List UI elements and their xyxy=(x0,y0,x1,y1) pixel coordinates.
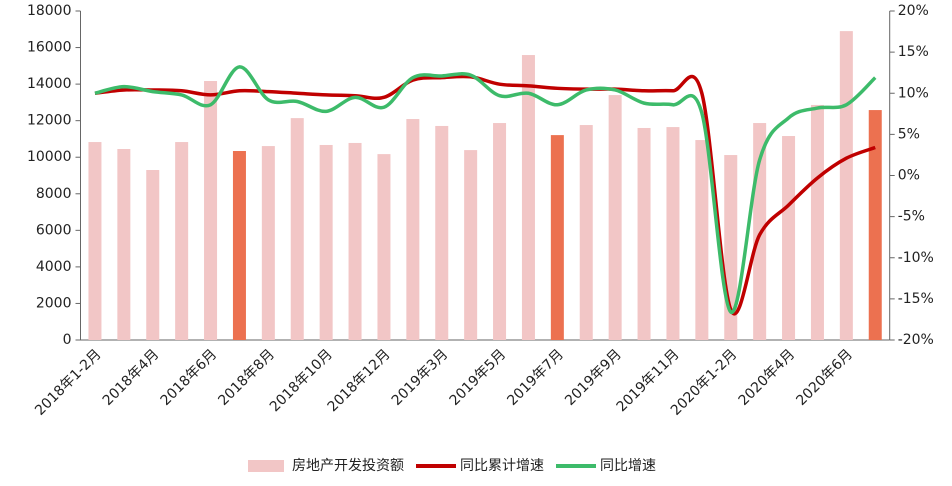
legend-swatch xyxy=(248,460,284,472)
bar xyxy=(464,150,478,340)
bar xyxy=(204,81,218,340)
y2-tick-label: -20% xyxy=(898,332,934,348)
x-tick-label: 2018年1-2月 xyxy=(32,346,104,418)
bar xyxy=(521,55,535,341)
bar xyxy=(435,125,449,340)
bar xyxy=(868,110,882,340)
x-tick-label: 2018年4月 xyxy=(100,346,163,409)
bar xyxy=(637,127,651,340)
bar xyxy=(261,146,275,340)
bar xyxy=(117,148,131,340)
bar xyxy=(175,142,189,340)
y-tick-label: 6000 xyxy=(36,222,72,238)
bar xyxy=(88,142,102,340)
legend-label: 同比累计增速 xyxy=(460,458,544,474)
legend-label: 房地产开发投资额 xyxy=(292,458,404,474)
y2-tick-label: 20% xyxy=(898,3,929,19)
bar xyxy=(319,144,333,340)
y-tick-label: 10000 xyxy=(27,149,72,165)
x-tick-label: 2020年6月 xyxy=(793,346,856,409)
y2-tick-label: -15% xyxy=(898,291,934,307)
bar xyxy=(232,151,246,340)
bar xyxy=(579,125,593,340)
y2-tick-label: 5% xyxy=(898,126,920,142)
bar xyxy=(348,142,362,340)
y-tick-label: 14000 xyxy=(27,76,72,92)
x-tick-label: 2019年7月 xyxy=(504,346,567,409)
x-tick-label: 2018年8月 xyxy=(215,346,278,409)
y2-tick-label: -5% xyxy=(898,209,925,225)
bar xyxy=(695,140,709,340)
bar xyxy=(839,31,853,340)
y-tick-label: 18000 xyxy=(27,3,72,19)
y2-tick-label: 0% xyxy=(898,168,920,184)
bar xyxy=(377,154,391,340)
y2-tick-label: 10% xyxy=(898,85,929,101)
y-tick-label: 0 xyxy=(63,332,72,348)
bar xyxy=(550,135,564,340)
line xyxy=(94,74,876,316)
x-tick-label: 2018年12月 xyxy=(325,346,394,415)
y-tick-label: 16000 xyxy=(27,40,72,56)
bar xyxy=(810,104,824,340)
bar xyxy=(290,118,304,340)
x-tick-label: 2019年9月 xyxy=(562,346,625,409)
x-tick-label: 2020年4月 xyxy=(736,346,799,409)
y-tick-label: 2000 xyxy=(36,295,72,311)
bar xyxy=(146,170,160,340)
y-tick-label: 12000 xyxy=(27,113,72,129)
bar xyxy=(666,127,680,340)
bar xyxy=(406,119,420,340)
bar xyxy=(782,136,796,340)
y2-tick-label: -10% xyxy=(898,250,934,266)
x-tick-label: 2019年3月 xyxy=(389,346,452,409)
y-tick-label: 4000 xyxy=(36,259,72,275)
line xyxy=(94,65,877,314)
y2-tick-label: 15% xyxy=(898,44,929,60)
y-tick-label: 8000 xyxy=(36,186,72,202)
bar xyxy=(608,95,622,340)
x-tick-label: 2019年5月 xyxy=(447,346,510,409)
legend-label: 同比增速 xyxy=(600,458,656,474)
bar xyxy=(493,123,507,340)
x-tick-label: 2018年6月 xyxy=(158,346,221,409)
